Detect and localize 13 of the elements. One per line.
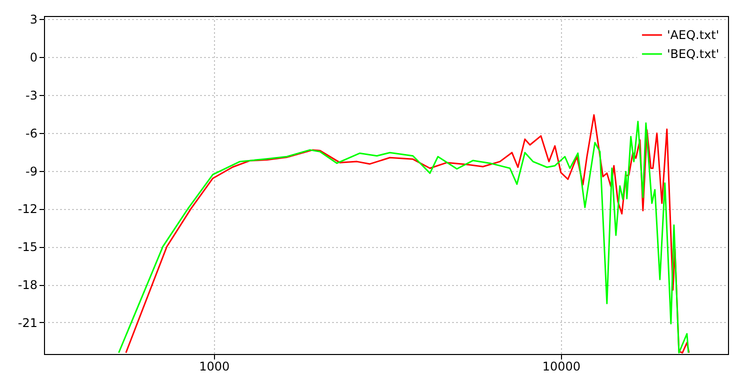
y-tick-label: -6 <box>26 126 38 140</box>
y-tick-label: 3 <box>30 12 38 27</box>
y-tick-label: -18 <box>18 278 38 292</box>
x-tick-label: 1000 <box>199 360 230 374</box>
y-tick-label: 0 <box>30 50 38 65</box>
x-tick-label: 10000 <box>542 360 581 374</box>
y-tick-label: -21 <box>18 316 38 330</box>
y-tick-label: -9 <box>26 164 38 178</box>
y-tick-label: -12 <box>18 202 38 216</box>
legend-label: 'AEQ.txt' <box>667 28 720 42</box>
legend-label: 'BEQ.txt' <box>667 47 720 61</box>
y-tick-label: -3 <box>26 88 38 102</box>
y-tick-label: -15 <box>18 240 38 254</box>
